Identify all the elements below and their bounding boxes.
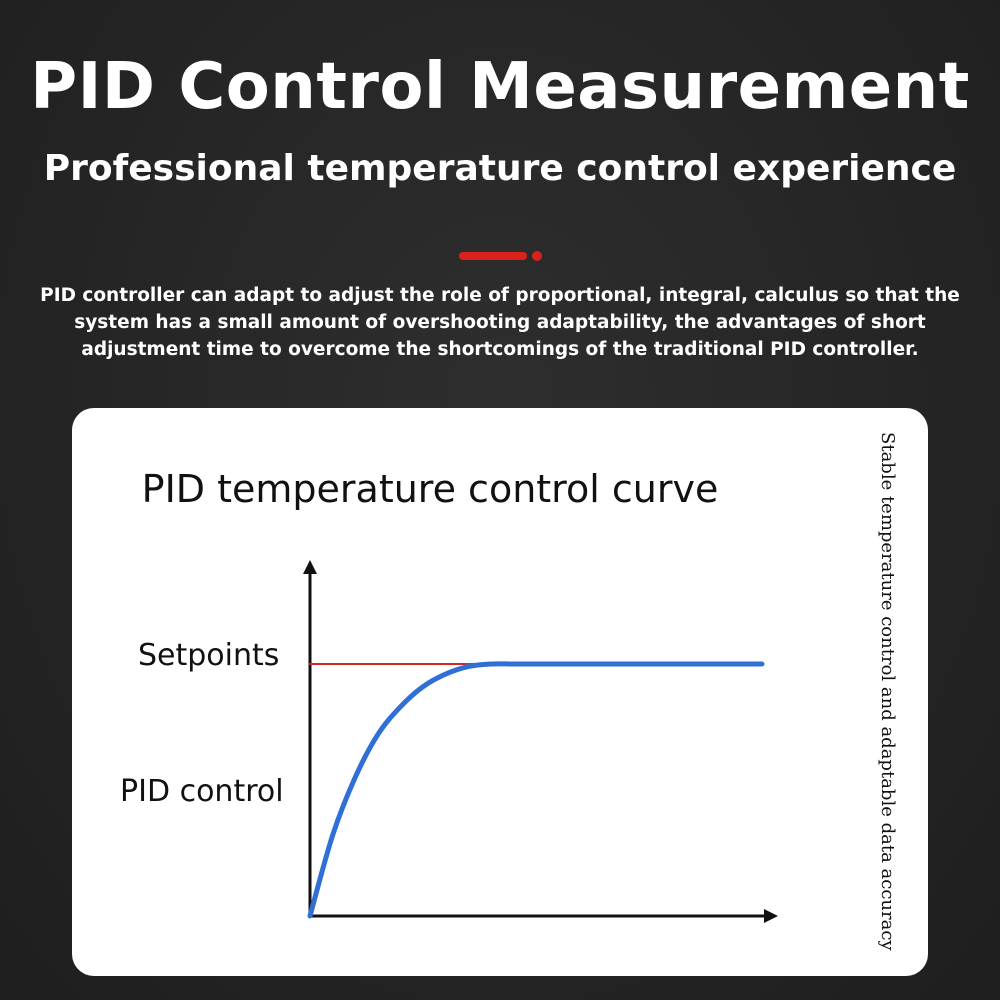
- x-axis-arrow: [764, 909, 778, 923]
- setpoints-label: Setpoints: [138, 638, 280, 673]
- accent-dot: [532, 251, 542, 261]
- chart-title: PID temperature control curve: [141, 467, 719, 511]
- page-title: PID Control Measurement: [30, 50, 970, 124]
- chart-card: PID temperature control curve Stable tem…: [72, 408, 928, 976]
- pid-control-series: [307, 661, 765, 919]
- accent-bar: [459, 252, 527, 260]
- chart-layer: [303, 560, 778, 923]
- pid-control-label: PID control: [120, 774, 284, 809]
- page-subtitle: Professional temperature control experie…: [43, 148, 957, 189]
- pid-curve-chart: [303, 560, 778, 923]
- intro-paragraph: PID controller can adapt to adjust the r…: [40, 285, 960, 360]
- y-axis-arrow: [303, 560, 317, 574]
